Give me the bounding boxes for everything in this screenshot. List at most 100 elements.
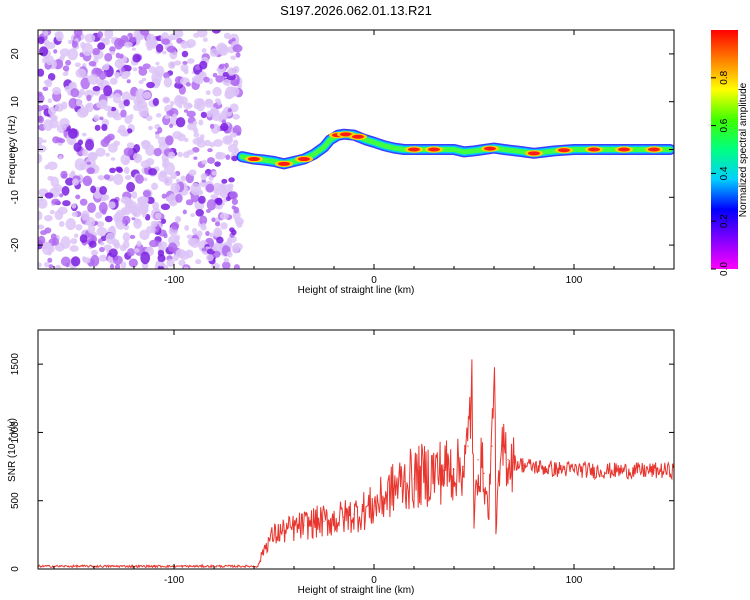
snr-point: [403, 480, 405, 483]
spectrogram-xtick-label: 0: [371, 275, 377, 286]
noise-blob: [157, 265, 164, 269]
noise-blob: [178, 259, 186, 266]
noise-blob: [166, 110, 175, 117]
noise-blob: [196, 139, 207, 148]
noise-blob: [192, 227, 198, 235]
noise-blob: [198, 195, 206, 204]
snr-point: [553, 468, 555, 470]
noise-blob: [38, 136, 44, 145]
noise-blob: [175, 178, 180, 183]
noise-blob: [186, 110, 196, 118]
noise-blob: [209, 232, 214, 238]
noise-blob: [162, 96, 171, 104]
noise-blob: [163, 72, 170, 79]
snr-point: [533, 465, 535, 468]
noise-blob: [127, 248, 135, 257]
noise-blob: [60, 256, 71, 267]
snr-ytick-label: 1500: [10, 353, 21, 376]
noise-blob: [122, 232, 131, 242]
noise-blob: [70, 170, 76, 176]
noise-blob: [49, 209, 55, 215]
noise-blob: [81, 210, 90, 221]
noise-blob: [75, 224, 83, 231]
noise-blob: [205, 208, 211, 213]
noise-blob: [213, 189, 218, 195]
noise-blob: [58, 220, 65, 228]
snr-point: [573, 468, 575, 470]
noise-blob: [87, 74, 99, 85]
noise-blob: [162, 50, 167, 55]
noise-blob: [124, 175, 132, 181]
noise-blob: [221, 119, 227, 124]
snr-point: [313, 521, 315, 524]
noise-blob: [95, 211, 103, 219]
noise-blob: [166, 258, 175, 267]
noise-blob: [139, 229, 150, 241]
snr-ytick-label: 500: [10, 492, 21, 509]
noise-blob: [95, 147, 106, 157]
noise-blob: [109, 167, 116, 174]
noise-blob: [161, 218, 167, 224]
noise-blob: [133, 99, 139, 105]
noise-blob: [174, 216, 182, 223]
noise-blob: [151, 182, 159, 191]
noise-blob: [126, 79, 131, 84]
noise-blob: [230, 55, 237, 60]
noise-blob: [223, 32, 231, 40]
noise-blob: [171, 221, 180, 230]
noise-blob: [201, 222, 206, 229]
noise-blob: [38, 262, 42, 268]
noise-blob: [227, 108, 232, 113]
noise-blob: [187, 58, 195, 64]
snr-point: [563, 468, 565, 470]
noise-blob: [55, 264, 62, 269]
snr-point: [471, 377, 473, 379]
noise-blob: [236, 220, 243, 228]
noise-blob: [188, 169, 197, 176]
noise-blob: [62, 65, 70, 72]
noise-blob: [102, 64, 110, 71]
snr-xlabel: Height of straight line (km): [298, 585, 415, 596]
noise-blob: [109, 46, 116, 53]
noise-blob: [86, 94, 92, 102]
noise-blob: [114, 71, 121, 78]
noise-blob: [120, 153, 131, 166]
noise-blob: [177, 133, 186, 142]
snr-point: [413, 478, 415, 480]
noise-blob: [135, 174, 144, 184]
noise-blob: [155, 43, 164, 53]
noise-blob: [154, 212, 162, 220]
noise-blob: [62, 71, 69, 77]
snr-point: [193, 565, 195, 567]
noise-blob: [194, 78, 204, 85]
noise-blob: [155, 133, 160, 140]
noise-blob: [196, 230, 203, 237]
noise-blob: [235, 52, 241, 58]
noise-blob: [122, 70, 131, 77]
signal-core: [408, 147, 420, 152]
noise-blob: [205, 90, 211, 96]
noise-blob: [126, 128, 133, 134]
colorbar-tick-label: 0.0: [719, 262, 730, 276]
noise-blob: [146, 45, 153, 51]
noise-blob: [87, 225, 96, 234]
noise-blob: [228, 177, 235, 183]
noise-blob: [167, 242, 178, 253]
snr-ytick-label: 1000: [10, 421, 21, 444]
noise-blob: [74, 158, 86, 171]
noise-blob: [132, 67, 138, 72]
noise-blob: [205, 230, 210, 237]
noise-blob: [233, 264, 240, 269]
noise-blob: [99, 254, 108, 262]
noise-blob: [105, 152, 110, 157]
snr-point: [487, 513, 489, 515]
noise-blob: [211, 170, 217, 176]
noise-blob: [113, 212, 123, 224]
noise-blob: [192, 146, 200, 153]
noise-blob: [214, 229, 221, 237]
colorbar-tick-label: 0.4: [719, 166, 730, 180]
noise-blob: [202, 37, 208, 43]
snr-ylabel: SNR (10 * v/v): [7, 418, 18, 482]
noise-blob: [211, 112, 222, 122]
snr-point: [499, 472, 501, 474]
